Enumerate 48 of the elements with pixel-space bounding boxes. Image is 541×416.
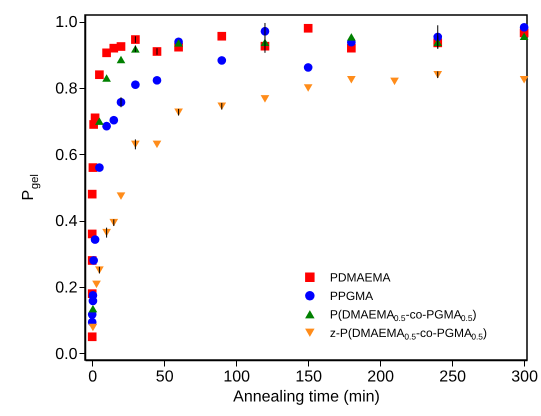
- x-tick-label: 0: [88, 368, 98, 386]
- x-tick-label: 200: [367, 368, 394, 386]
- point: [116, 192, 126, 200]
- point: [88, 332, 97, 342]
- point: [152, 47, 162, 56]
- point: [217, 56, 226, 65]
- point: [152, 76, 162, 85]
- point: [90, 235, 100, 244]
- point: [88, 190, 97, 198]
- point: [217, 32, 226, 41]
- point: [304, 24, 312, 33]
- x-tick-label: 300: [511, 368, 538, 386]
- point: [347, 33, 356, 41]
- point: [304, 63, 312, 72]
- y-tick-label: 0.6: [55, 146, 78, 164]
- point: [116, 42, 126, 51]
- y-tick-label: 0.4: [55, 213, 78, 230]
- y-tick-label: 0.8: [55, 80, 78, 98]
- point: [131, 80, 140, 89]
- point: [116, 56, 126, 64]
- y-tick-label: 0.2: [55, 280, 78, 297]
- point: [88, 324, 98, 332]
- point: [390, 78, 399, 86]
- point: [520, 76, 528, 84]
- point: [92, 280, 101, 288]
- point: [95, 163, 104, 172]
- legend-label: PDMAEMA: [330, 270, 391, 284]
- point: [95, 70, 104, 80]
- point: [109, 116, 118, 124]
- point: [347, 76, 356, 84]
- x-axis-title: Annealing time (min): [233, 388, 380, 406]
- point: [260, 95, 270, 103]
- y-tick-label: 1.0: [55, 14, 78, 32]
- point: [88, 304, 98, 312]
- point: [520, 22, 528, 32]
- point: [520, 32, 528, 40]
- x-tick-label: 50: [156, 368, 174, 386]
- x-tick-label: 100: [223, 368, 250, 386]
- x-tick-label: 150: [295, 368, 322, 386]
- point: [152, 140, 162, 148]
- x-tick-label: 250: [439, 368, 466, 386]
- point: [95, 117, 104, 125]
- point: [304, 84, 312, 92]
- point: [102, 122, 111, 130]
- point: [102, 74, 111, 82]
- legend-label: PPGMA: [330, 288, 374, 303]
- y-axis-title: Pgel: [20, 174, 41, 201]
- y-tick-label: 0.0: [55, 346, 78, 363]
